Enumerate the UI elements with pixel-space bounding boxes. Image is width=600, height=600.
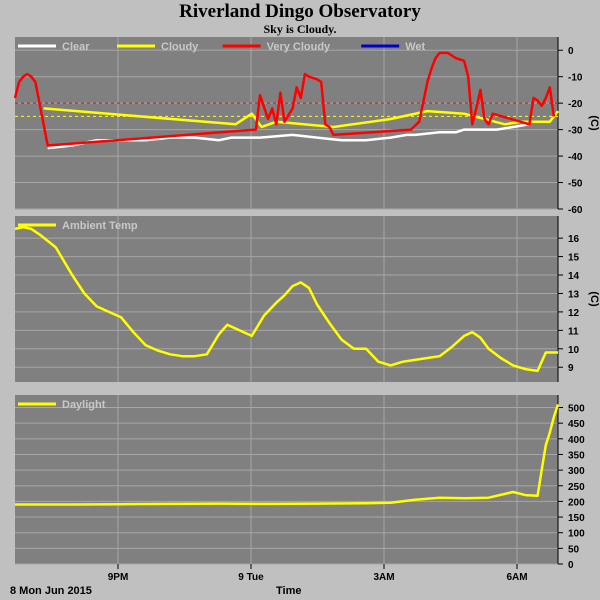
y-tick-label: 13	[568, 289, 580, 300]
y-tick-label: -40	[568, 152, 583, 163]
y-tick-label: 500	[568, 404, 585, 415]
legend-label: Very Cloudy	[267, 41, 331, 53]
y-tick-label: 0	[568, 46, 574, 57]
legend-label: Cloudy	[161, 41, 199, 53]
y-tick-label: 250	[568, 482, 585, 493]
sky-status: Sky is Cloudy.	[263, 22, 337, 36]
y-tick-label: 12	[568, 308, 580, 319]
y-tick-label: 11	[568, 326, 579, 337]
legend-label: Daylight	[62, 399, 106, 411]
y-tick-label: 16	[568, 234, 580, 245]
legend-label: Clear	[62, 41, 90, 53]
y-tick-label: 0	[568, 560, 574, 571]
y-tick-label: 200	[568, 497, 585, 508]
x-axis-title: Time	[276, 585, 302, 597]
y-tick-label: -50	[568, 179, 583, 190]
legend-label: Wet	[405, 41, 425, 53]
x-tick-label: 6AM	[506, 572, 527, 583]
series-line	[13, 51, 556, 147]
y-tick-label: 10	[568, 345, 580, 356]
y-tick-label: 450	[568, 419, 585, 430]
date-label: 8 Mon Jun 2015	[10, 585, 92, 597]
plot-area	[15, 395, 558, 564]
y-tick-label: -10	[568, 73, 583, 84]
y-tick-label: 100	[568, 529, 585, 540]
legend-label: Ambient Temp	[62, 220, 138, 232]
y-axis-label: (C)	[588, 291, 600, 307]
y-tick-label: 14	[568, 271, 580, 282]
y-tick-label: 300	[568, 466, 585, 477]
y-tick-label: 150	[568, 513, 585, 524]
x-tick-label: 9 Tue	[238, 572, 264, 583]
plot-area	[15, 216, 558, 382]
y-tick-label: 400	[568, 435, 585, 446]
y-tick-label: -30	[568, 126, 583, 137]
x-tick-label: 3AM	[373, 572, 394, 583]
y-tick-label: 9	[568, 363, 574, 374]
y-tick-label: 15	[568, 253, 580, 264]
y-tick-label: -20	[568, 99, 583, 110]
chart-title: Riverland Dingo Observatory	[179, 1, 421, 22]
x-tick-label: 9PM	[108, 572, 129, 583]
y-tick-label: -60	[568, 205, 583, 216]
y-axis-label: (C)	[588, 115, 600, 131]
y-tick-label: 350	[568, 450, 585, 461]
series-line	[47, 123, 530, 150]
series-line	[14, 225, 558, 373]
y-tick-label: 50	[568, 544, 580, 555]
series-line	[15, 404, 560, 506]
